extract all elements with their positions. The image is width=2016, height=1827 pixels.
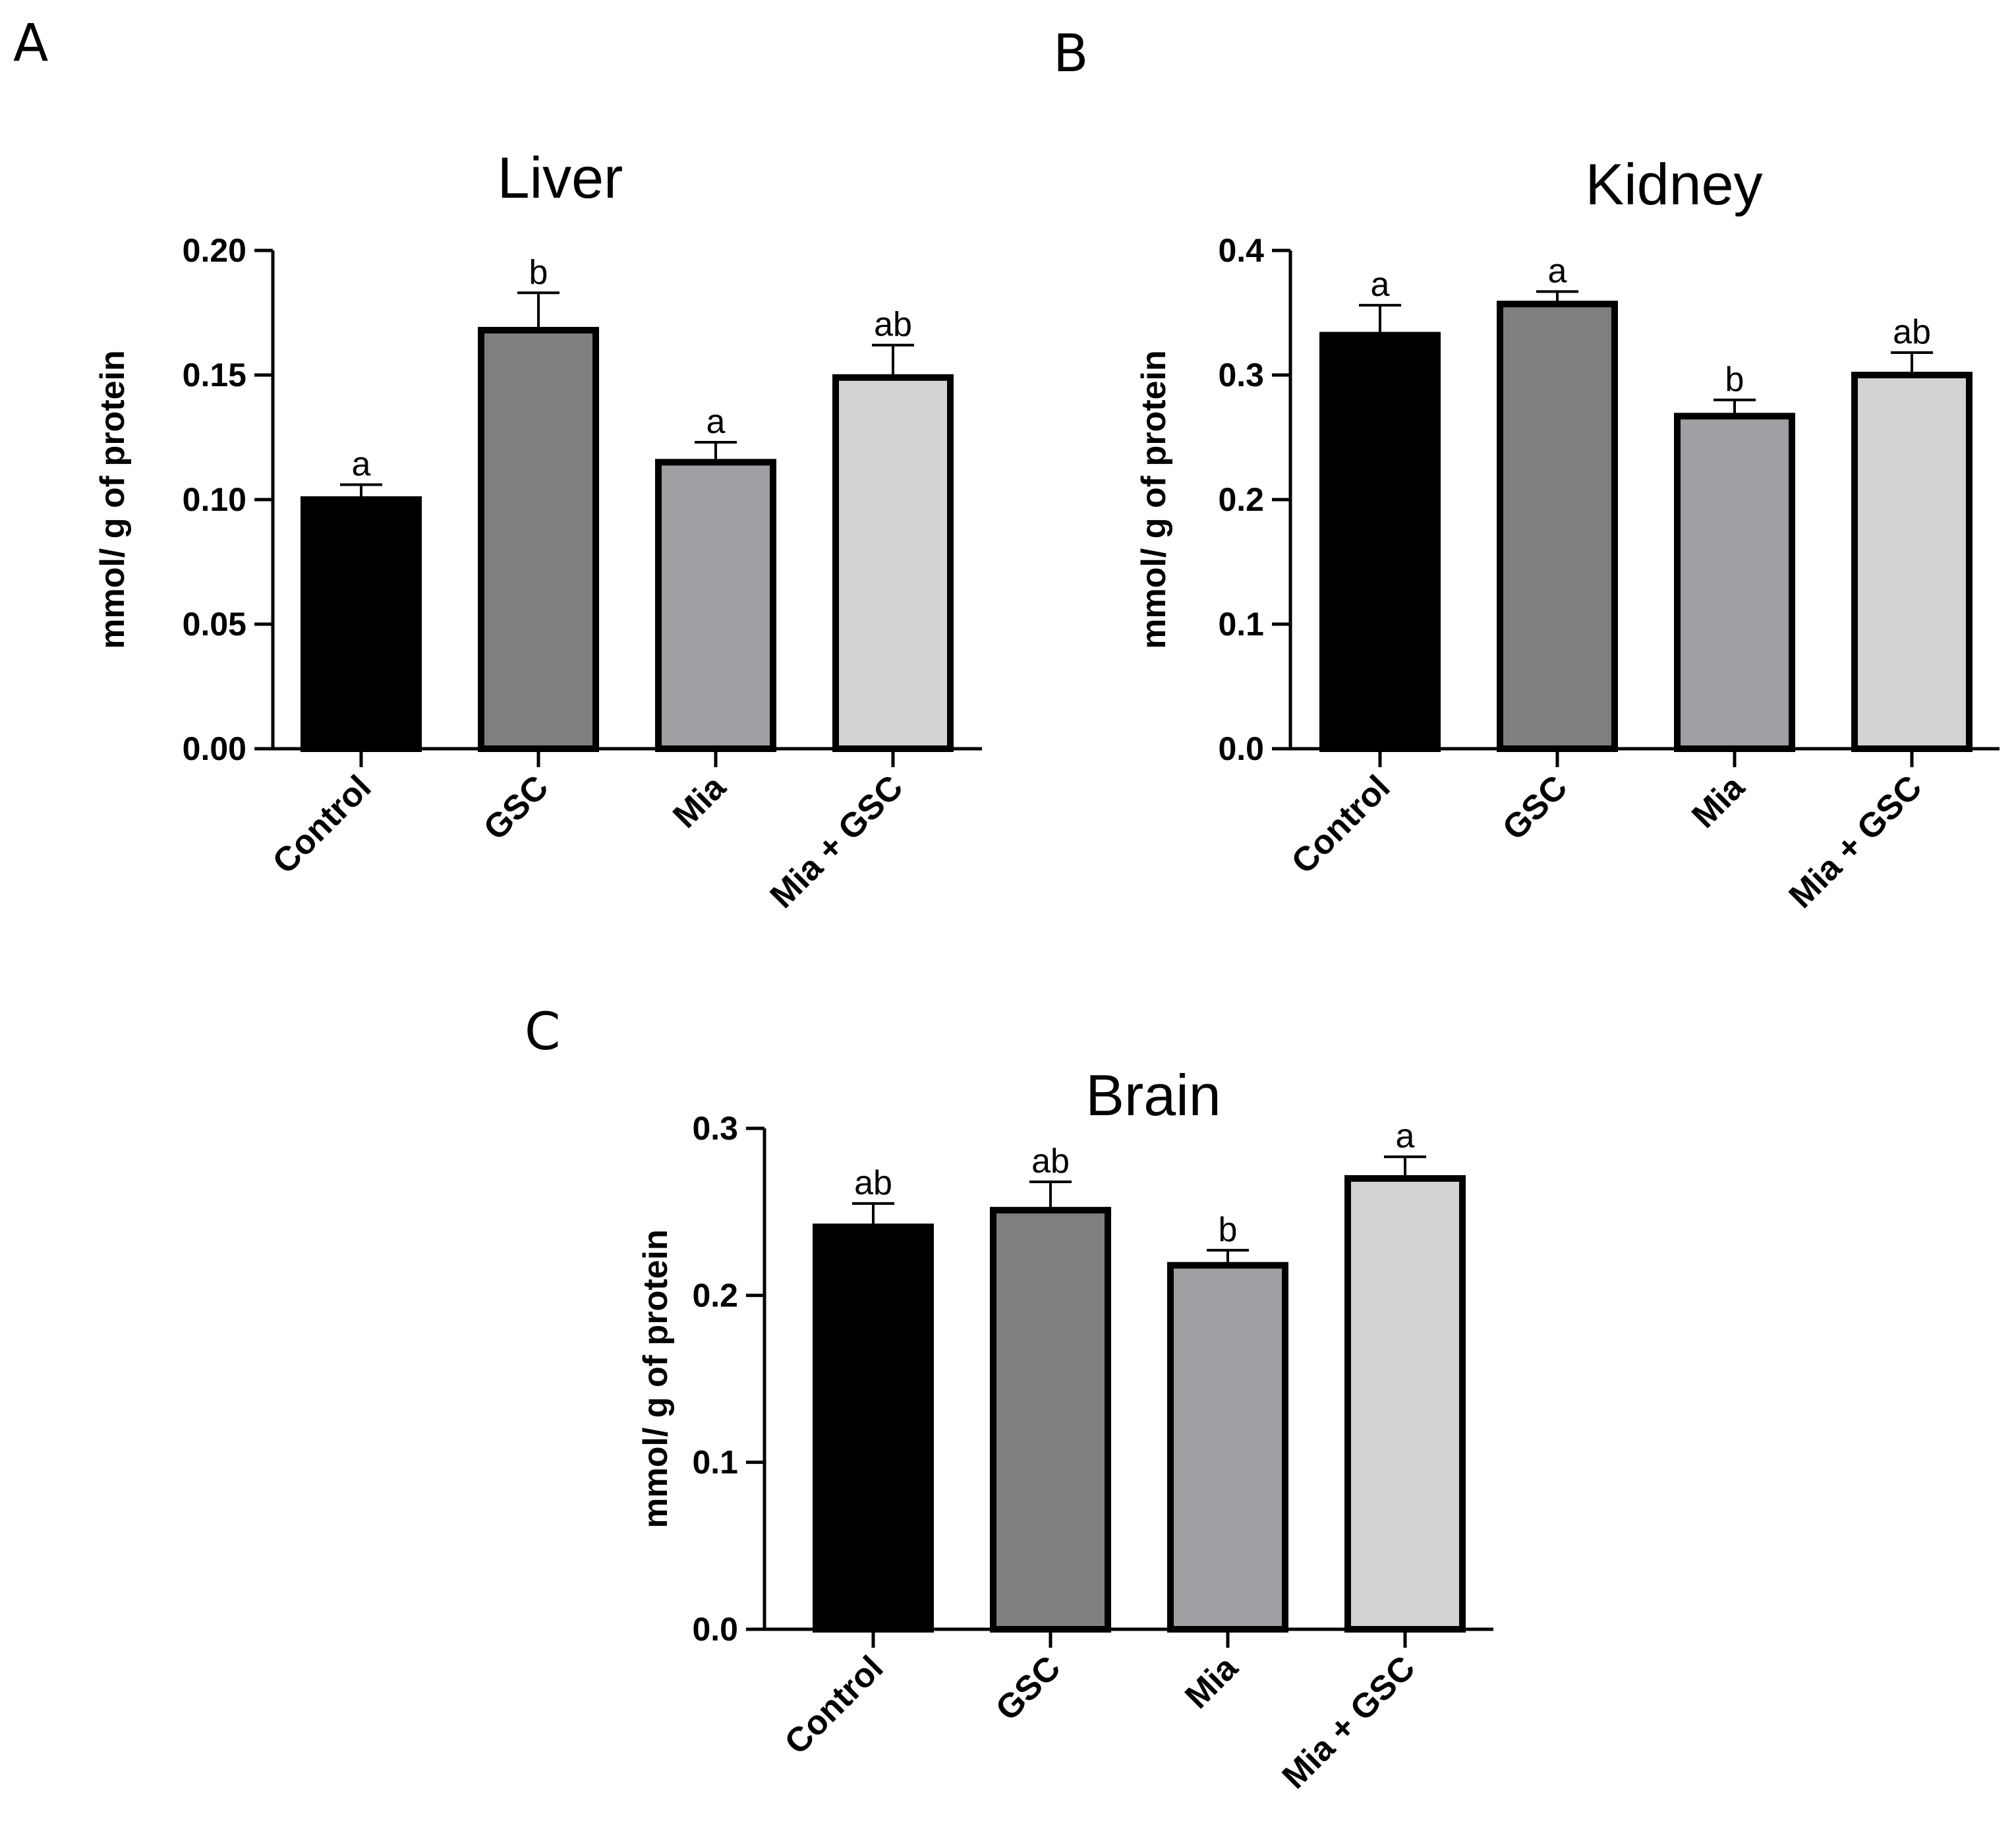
significance-label: a: [352, 445, 371, 483]
x-tick-label: Mia: [1178, 1648, 1246, 1716]
significance-label: a: [1548, 252, 1567, 290]
y-tick-label: 0.3: [1218, 357, 1264, 393]
y-axis-label: mmol/ g of protein: [94, 350, 132, 649]
bar: [1497, 301, 1618, 752]
x-tick-label: Control: [266, 768, 379, 881]
x-tick-label: Mia: [1685, 768, 1752, 836]
y-axis-label: mmol/ g of protein: [637, 1229, 675, 1528]
bar: [655, 459, 776, 752]
y-tick-label: 0.3: [692, 1110, 738, 1147]
x-tick-label: GSC: [1495, 768, 1575, 848]
y-tick-label: 0.1: [692, 1444, 738, 1481]
y-tick-label: 0.1: [1218, 606, 1264, 643]
y-tick-label: 0.0: [692, 1611, 738, 1648]
chart-title: Liver: [498, 145, 623, 210]
panel-letter: C: [525, 1002, 560, 1062]
significance-label: a: [706, 403, 726, 441]
bar: [301, 496, 422, 752]
panel-letter: B: [1053, 24, 1089, 84]
significance-label: ab: [854, 1164, 892, 1202]
bar: [813, 1223, 934, 1633]
chart-title: Kidney: [1585, 152, 1762, 217]
chart-title: Brain: [1085, 1062, 1221, 1128]
bar: [1674, 413, 1795, 752]
x-tick-label: Mia + GSC: [1275, 1648, 1423, 1796]
y-tick-label: 0.20: [183, 232, 246, 269]
significance-label: ab: [1893, 313, 1931, 351]
bar: [1344, 1175, 1466, 1633]
x-tick-label: Mia + GSC: [1782, 768, 1930, 915]
y-tick-label: 0.00: [183, 730, 246, 767]
bar: [832, 374, 954, 752]
significance-label: a: [1396, 1117, 1415, 1155]
bar: [1319, 332, 1441, 752]
x-tick-label: GSC: [989, 1648, 1068, 1728]
x-tick-label: Control: [778, 1648, 891, 1762]
x-tick-label: Mia: [666, 768, 734, 836]
y-tick-label: 0.0: [1218, 730, 1264, 767]
bar: [1167, 1262, 1288, 1633]
y-tick-label: 0.2: [1218, 481, 1264, 518]
bar: [1851, 372, 1973, 752]
y-tick-label: 0.2: [692, 1277, 738, 1314]
chart-panel-c: C Brain mmol/ g of protein ab ab b a 0.0 0.1 0.2 0…: [525, 1002, 1493, 1796]
y-tick-label: 0.10: [183, 481, 246, 518]
y-tick-label: 0.15: [183, 357, 246, 393]
y-tick-label: 0.05: [183, 606, 246, 643]
bar: [990, 1207, 1111, 1633]
y-axis-label: mmol/ g of protein: [1135, 350, 1173, 649]
significance-label: b: [1219, 1211, 1238, 1249]
x-tick-label: GSC: [476, 768, 556, 848]
panel-letter: A: [13, 14, 48, 73]
y-tick-label: 0.4: [1218, 232, 1264, 269]
significance-label: ab: [874, 306, 912, 344]
significance-label: ab: [1031, 1142, 1070, 1180]
significance-label: b: [529, 253, 548, 291]
significance-label: a: [1371, 266, 1390, 304]
x-tick-label: Control: [1284, 768, 1398, 881]
significance-label: b: [1725, 361, 1744, 399]
x-tick-label: Mia + GSC: [763, 768, 911, 915]
bar: [478, 326, 599, 752]
